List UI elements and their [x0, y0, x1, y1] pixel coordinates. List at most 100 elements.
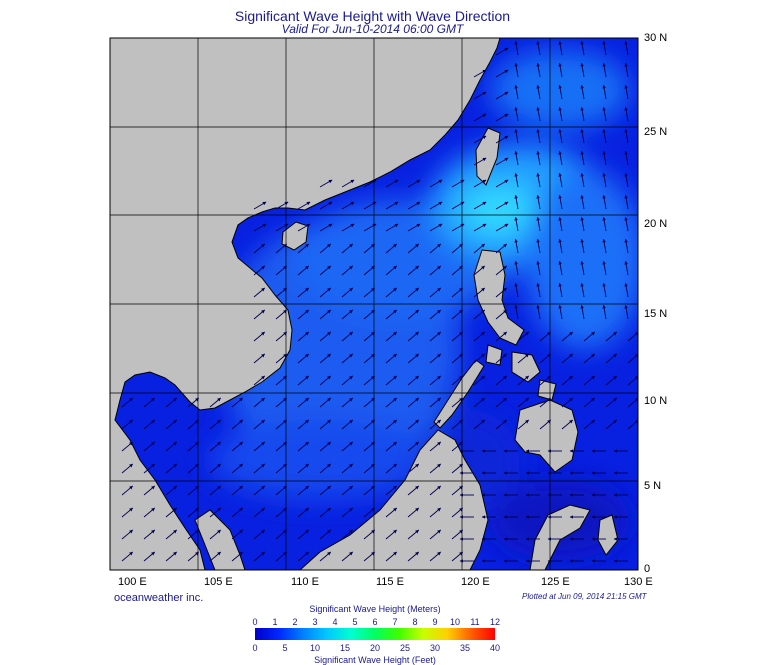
wave-arrow: [385, 463, 397, 474]
wave-arrow: [275, 375, 287, 386]
wave-arrow: [165, 397, 177, 408]
wave-arrow: [451, 265, 463, 276]
lat-label-20: 20 N: [644, 218, 668, 230]
wave-arrow: [253, 223, 267, 232]
wave-arrow: [253, 441, 265, 452]
wave-arrow: [165, 507, 177, 518]
wave-arrow: [624, 304, 629, 320]
wave-arrow: [297, 529, 309, 540]
wave-arrow: [558, 216, 563, 232]
wave-arrow: [558, 40, 563, 56]
wave-arrow: [583, 353, 595, 364]
map-title: Significant Wave Height with Wave Direct…: [234, 8, 511, 24]
wave-arrow: [341, 223, 355, 232]
wave-arrow: [451, 179, 465, 188]
wave-arrow: [385, 331, 397, 342]
wave-arrow: [253, 201, 267, 210]
wave-arrow: [319, 529, 331, 540]
wave-arrow: [363, 179, 377, 188]
wave-arrow: [297, 223, 311, 232]
wave-arrow: [429, 353, 441, 364]
wave-arrow: [297, 353, 309, 364]
wave-arrow: [451, 375, 463, 386]
wave-arrow: [165, 441, 177, 452]
wave-arrow: [407, 223, 421, 232]
wave-arrow: [275, 463, 287, 474]
wave-arrow: [580, 304, 585, 320]
map-frame: [109, 37, 639, 571]
wave-arrow: [580, 150, 585, 166]
meters-tick: 7: [392, 617, 398, 627]
wave-arrow: [558, 172, 563, 188]
mindanao-island: [514, 399, 579, 473]
wave-arrow: [627, 353, 638, 364]
lat-label-0: 0: [644, 563, 651, 575]
wave-arrow: [602, 128, 607, 144]
wave-arrow: [385, 485, 397, 496]
wave-arrow: [297, 485, 309, 496]
wave-arrow: [495, 419, 507, 430]
wave-arrow: [473, 91, 487, 100]
wave-arrow: [341, 243, 353, 254]
luzon-island: [473, 249, 525, 346]
wave-arrow: [143, 485, 155, 496]
wave-arrow: [514, 260, 519, 276]
wave-arrow: [602, 40, 607, 56]
wave-arrow: [627, 375, 638, 386]
wave-arrow: [297, 331, 309, 342]
wave-arrow: [473, 265, 485, 276]
wave-arrow: [363, 419, 375, 430]
wave-arrow: [495, 397, 507, 408]
wave-arrow: [341, 441, 353, 452]
wave-arrow: [580, 260, 585, 276]
wave-arrow: [209, 485, 221, 496]
wave-arrow: [473, 419, 485, 430]
wave-arrow: [363, 485, 375, 496]
wave-arrow: [602, 106, 607, 122]
wave-arrow: [253, 287, 265, 298]
wave-arrow: [517, 375, 529, 386]
wave-arrow: [143, 507, 155, 518]
wave-arrow: [451, 551, 463, 562]
wave-arrow: [495, 375, 507, 386]
wave-arrow: [605, 375, 617, 386]
wave-arrow: [627, 397, 638, 408]
wave-arrow: [536, 84, 541, 100]
wave-arrow: [558, 128, 563, 144]
wave-arrow: [385, 179, 399, 188]
wave-arrow: [514, 304, 519, 320]
wave-arrow: [495, 135, 509, 144]
wave-arrow: [143, 441, 155, 452]
wave-arrow: [297, 265, 309, 276]
wave-arrow: [495, 243, 507, 254]
wave-arrow: [121, 397, 133, 408]
wave-arrow: [451, 419, 463, 430]
halmahera-island: [597, 514, 619, 556]
meters-tick: 5: [352, 617, 358, 627]
wave-arrow: [429, 463, 441, 474]
lat-label-5: 5 N: [644, 480, 662, 492]
wave-arrow: [297, 287, 309, 298]
wave-arrow: [558, 238, 563, 254]
wave-arrow: [407, 419, 419, 430]
wave-arrow: [407, 309, 419, 320]
wave-arrow: [429, 507, 441, 518]
wave-arrow: [385, 223, 399, 232]
wave-arrow: [319, 243, 331, 254]
wave-arrow: [275, 201, 289, 210]
wave-arrow: [319, 265, 331, 276]
wave-arrow: [580, 216, 585, 232]
wave-arrow: [297, 375, 309, 386]
feet-tick: 35: [459, 643, 471, 653]
wave-arrow: [429, 309, 441, 320]
meters-tick: 11: [470, 617, 480, 627]
wave-arrow: [495, 113, 509, 122]
wave-arrow: [514, 282, 519, 298]
wave-arrow: [385, 287, 397, 298]
meters-tick: 8: [412, 617, 418, 627]
wave-arrow: [209, 419, 221, 430]
wave-arrow: [187, 463, 199, 474]
lon-label-105: 105 E: [204, 576, 233, 588]
wave-arrow: [451, 309, 463, 320]
